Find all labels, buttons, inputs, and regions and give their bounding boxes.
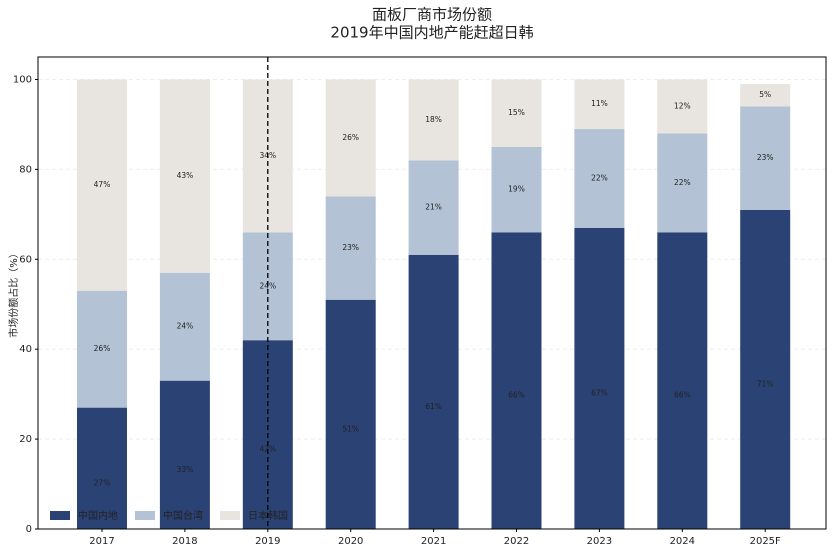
value-label: 33%	[177, 465, 194, 474]
y-tick-label: 40	[19, 344, 32, 355]
legend-swatch	[220, 511, 240, 520]
legend-label: 日本韩国	[248, 509, 288, 522]
value-label: 12%	[674, 101, 691, 110]
y-tick-label: 80	[19, 164, 32, 175]
legend-swatch	[135, 511, 155, 520]
y-tick-label: 0	[26, 524, 32, 535]
bar-segment	[77, 79, 127, 291]
x-tick-label: 2024	[670, 536, 695, 547]
plot-frame	[37, 56, 827, 530]
y-tick-label: 60	[19, 254, 32, 265]
value-label: 71%	[757, 379, 774, 388]
y-axis-label: 市场份额占比（%）	[7, 248, 20, 338]
bar-segment	[740, 83, 791, 107]
value-label: 21%	[425, 203, 442, 212]
value-label: 61%	[425, 402, 442, 411]
value-label: 11%	[591, 99, 608, 108]
value-label: 67%	[591, 388, 608, 397]
chart-title: 面板厂商市场份额	[372, 6, 492, 24]
legend-label: 中国内地	[78, 509, 118, 522]
value-label: 5%	[759, 90, 771, 99]
bar-segment	[77, 407, 127, 529]
x-tick-label: 2018	[172, 536, 197, 547]
value-label: 43%	[177, 171, 194, 180]
x-tick-label: 2025F	[750, 536, 781, 547]
bar-segment	[408, 254, 459, 530]
x-tick-label: 2023	[587, 536, 612, 547]
chart-subtitle: 2019年中国内地产能赶超日韩	[330, 24, 533, 42]
bar-segment	[408, 160, 459, 255]
bar-segment	[574, 79, 625, 129]
bar-segment	[740, 209, 791, 530]
value-label: 66%	[508, 391, 525, 400]
x-tick-label: 2021	[421, 536, 446, 547]
value-label: 27%	[94, 478, 111, 487]
value-label: 26%	[94, 344, 111, 353]
bar-segment	[325, 196, 376, 300]
bar-segment	[408, 79, 459, 161]
bar-segment	[325, 79, 376, 197]
bar-segment	[491, 79, 542, 147]
value-label: 18%	[425, 115, 442, 124]
bar-segment	[491, 232, 542, 530]
bar-segment	[491, 146, 542, 233]
bar-segment	[574, 128, 625, 228]
value-label: 51%	[342, 424, 359, 433]
bar-segment	[77, 290, 127, 408]
x-tick-label: 2022	[504, 536, 529, 547]
legend-label: 中国台湾	[163, 509, 203, 522]
bar-segment	[574, 227, 625, 530]
bar-segment	[657, 133, 708, 233]
value-label: 22%	[674, 178, 691, 187]
value-label: 15%	[508, 108, 525, 117]
bar-segment	[325, 299, 376, 529]
value-label: 23%	[342, 243, 359, 252]
x-tick-label: 2019	[255, 536, 280, 547]
y-tick-label: 20	[19, 434, 32, 445]
value-label: 47%	[94, 180, 111, 189]
bar-segment	[657, 79, 708, 134]
bar-segment	[159, 272, 210, 381]
value-label: 22%	[591, 173, 608, 182]
bar-segment	[159, 380, 210, 529]
bar-segment	[740, 106, 791, 210]
bar-segment	[159, 79, 210, 273]
value-label: 19%	[508, 185, 525, 194]
value-label: 24%	[177, 322, 194, 331]
value-label: 23%	[757, 153, 774, 162]
x-tick-label: 2020	[338, 536, 363, 547]
x-tick-label: 2017	[89, 536, 114, 547]
y-tick-label: 100	[13, 74, 32, 85]
bar-segment	[657, 232, 708, 530]
value-label: 26%	[342, 133, 359, 142]
legend-swatch	[50, 511, 70, 520]
value-label: 66%	[674, 391, 691, 400]
